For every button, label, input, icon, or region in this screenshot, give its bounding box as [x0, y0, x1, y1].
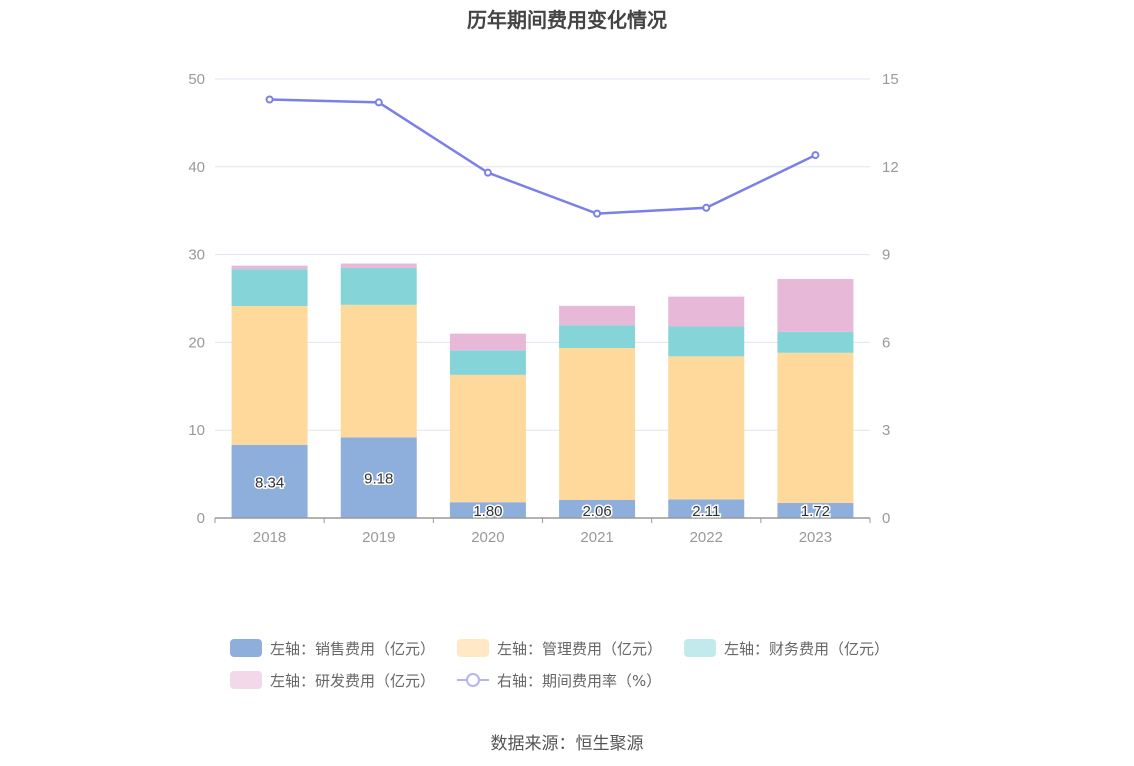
legend-swatch-admin	[457, 639, 490, 657]
y-right-tick-label: 15	[882, 71, 899, 88]
y-right-tick-label: 12	[882, 159, 899, 176]
bar-segment	[668, 356, 745, 500]
bar-data-label: 2.11	[692, 503, 720, 520]
legend-row-2: 左轴：研发费用（亿元） 右轴：期间费用率（%）	[230, 664, 930, 696]
legend-item-admin[interactable]: 左轴：管理费用（亿元）	[457, 638, 662, 659]
bar-segment	[449, 333, 526, 351]
bar-segment	[777, 352, 854, 503]
legend-swatch-sales	[230, 639, 262, 657]
x-tick-label: 2019	[362, 529, 395, 546]
bar-segment	[231, 306, 308, 445]
bar-segment	[668, 499, 745, 518]
y-left-tick-label: 10	[188, 422, 205, 439]
x-tick-label: 2021	[580, 529, 613, 546]
legend-swatch-expense-rate-icon	[457, 671, 490, 689]
bar-data-label: 2.06	[582, 503, 611, 520]
expense-rate-point	[593, 209, 602, 218]
bar-segment	[559, 348, 636, 500]
legend-item-sales[interactable]: 左轴：销售费用（亿元）	[230, 638, 435, 659]
source-note: 数据来源：恒生聚源	[490, 734, 644, 754]
legend-label-finance: 左轴：财务费用（亿元）	[724, 639, 890, 658]
expense-rate-point	[374, 98, 383, 107]
bar-segment	[449, 502, 526, 518]
bar-segment	[340, 304, 417, 438]
y-right-tick-label: 6	[882, 334, 890, 351]
bar-data-label: 8.34	[255, 474, 284, 491]
y-left-tick-label: 20	[188, 334, 205, 351]
expense-rate-point	[483, 168, 492, 177]
bar-segment	[668, 296, 745, 327]
bar-data-label: 1.80	[473, 503, 502, 520]
bar-segment	[340, 263, 417, 268]
x-tick-label: 2020	[471, 529, 504, 546]
x-tick-label: 2018	[253, 529, 286, 546]
bar-segment	[449, 374, 526, 503]
bar-segment	[777, 502, 854, 518]
x-tick-label: 2023	[799, 529, 832, 546]
bar-segment	[231, 269, 308, 307]
expense-rate-point	[265, 95, 274, 104]
y-left-tick-label: 0	[197, 510, 205, 527]
expense-rate-line	[269, 98, 816, 215]
bar-segment	[668, 326, 745, 357]
legend-swatch-finance	[684, 639, 717, 657]
bar-data-label: 9.18	[364, 471, 393, 488]
bar-segment	[340, 437, 417, 518]
y-right-tick-label: 3	[882, 422, 890, 439]
bar-segment	[777, 331, 854, 353]
bar-segment	[449, 350, 526, 375]
legend-item-finance[interactable]: 左轴：财务费用（亿元）	[684, 638, 889, 659]
legend-item-expense-rate[interactable]: 右轴：期间费用率（%）	[457, 670, 661, 691]
legend-label-expense-rate: 右轴：期间费用率（%）	[497, 671, 662, 690]
chart-title: 历年期间费用变化情况	[467, 8, 667, 32]
y-left-tick-label: 50	[188, 71, 205, 88]
legend-swatch-rnd	[230, 671, 262, 689]
legend-row-1: 左轴：销售费用（亿元） 左轴：管理费用（亿元） 左轴：财务费用（亿元）	[230, 632, 930, 664]
legend-label-sales: 左轴：销售费用（亿元）	[270, 639, 436, 658]
bar-segment	[559, 325, 636, 349]
legend: 左轴：销售费用（亿元） 左轴：管理费用（亿元） 左轴：财务费用（亿元） 左轴：研…	[230, 632, 930, 696]
bar-segment	[559, 499, 636, 518]
chart-canvas: 0 10 20 30 40 50 0 3 6 9 12 15 2018 2019 2020 2021 2022 2…	[188, 71, 899, 546]
expense-rate-point	[811, 151, 820, 160]
legend-label-rnd: 左轴：研发费用（亿元）	[270, 671, 436, 690]
x-tick-label: 2022	[690, 529, 723, 546]
bar-segment	[231, 444, 308, 518]
legend-label-admin: 左轴：管理费用（亿元）	[497, 639, 663, 658]
expense-rate-point	[702, 203, 711, 212]
y-left-tick-label: 30	[188, 247, 205, 264]
bar-segment	[231, 265, 308, 270]
bar-segment	[340, 267, 417, 305]
y-right-tick-label: 9	[882, 247, 890, 264]
bar-segment	[559, 305, 636, 326]
bar-data-label: 1.72	[801, 503, 830, 520]
bar-segment	[777, 279, 854, 332]
y-right-tick-label: 0	[882, 510, 890, 527]
y-left-tick-label: 40	[188, 159, 205, 176]
legend-item-rnd[interactable]: 左轴：研发费用（亿元）	[230, 670, 435, 691]
